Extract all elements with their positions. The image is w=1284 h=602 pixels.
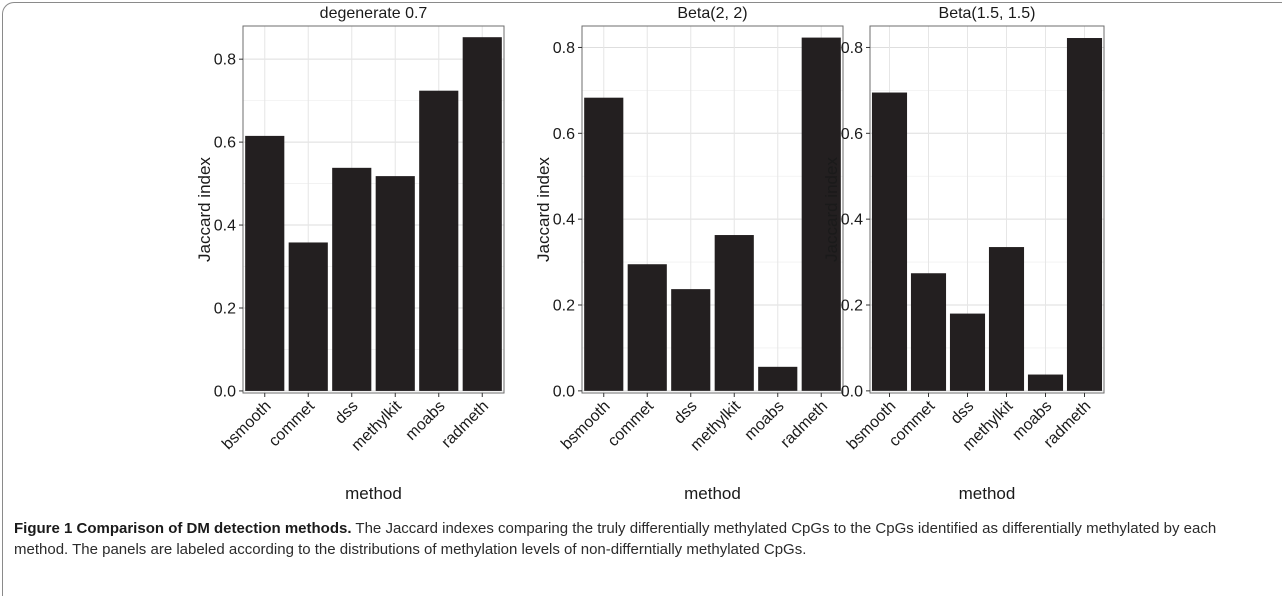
panel-title-2: Beta(1.5, 1.5) [939, 5, 1036, 22]
bar-dss [949, 313, 986, 391]
bar-radmeth [462, 37, 502, 391]
bar-moabs [419, 90, 459, 391]
y-tick-label: 0.0 [841, 383, 863, 400]
x-tick-label: bsmooth [844, 398, 899, 453]
bar-dss [332, 167, 372, 391]
panel-border-1 [581, 25, 844, 394]
bar-commet [288, 242, 328, 391]
panel-area-1 [581, 25, 844, 394]
y-tick-label: 0.6 [841, 126, 863, 143]
y-tick-label: 0.8 [214, 52, 236, 69]
bar-methylkit [714, 235, 754, 391]
bar-commet [627, 264, 667, 391]
y-tick-label: 0.0 [553, 383, 575, 400]
x-axis-label-0: method [345, 484, 402, 503]
bar-radmeth [801, 37, 841, 391]
x-tick-label: commet [266, 397, 319, 450]
bar-bsmooth [871, 92, 908, 391]
x-axis-label-2: method [959, 484, 1016, 503]
y-tick-label: 0.2 [841, 298, 863, 315]
bar-moabs [758, 366, 798, 391]
bar-moabs [1027, 374, 1064, 391]
y-tick-label: 0.4 [214, 218, 236, 235]
panel-area-2 [869, 25, 1105, 394]
y-axis-label-0: Jaccard index [195, 157, 214, 262]
y-tick-label: 0.4 [841, 212, 863, 229]
x-tick-label: radmeth [778, 398, 832, 452]
x-tick-label: commet [605, 397, 658, 450]
caption-title: Figure 1 Comparison of DM detection meth… [14, 520, 352, 537]
x-tick-label: dss [671, 398, 701, 428]
y-tick-label: 0.8 [841, 40, 863, 57]
bar-bsmooth [245, 135, 285, 391]
bar-commet [910, 273, 947, 391]
figure-caption: Figure 1 Comparison of DM detection meth… [14, 518, 1272, 560]
x-tick-label: bsmooth [558, 398, 613, 453]
x-tick-label: bsmooth [219, 398, 274, 453]
caption-text: The Jaccard indexes comparing the truly … [14, 520, 1217, 558]
bar-methylkit [375, 176, 415, 391]
y-tick-label: 0.6 [214, 135, 236, 152]
y-tick-label: 0.2 [214, 300, 236, 317]
x-tick-label: radmeth [439, 398, 493, 452]
x-axis-label-1: method [684, 484, 741, 503]
y-axis-label-1: Jaccard index [534, 157, 553, 262]
panel-title-0: degenerate 0.7 [320, 5, 428, 22]
y-tick-label: 0.4 [553, 212, 575, 229]
y-tick-label: 0.6 [553, 126, 575, 143]
y-axis-label-2: Jaccard index [822, 157, 841, 262]
x-tick-label: dss [948, 398, 978, 428]
y-tick-label: 0.0 [214, 383, 236, 400]
bar-bsmooth [584, 97, 624, 391]
panel-border-0 [242, 25, 505, 394]
figure-charts: degenerate 0.70.00.20.40.60.8bsmoothcomm… [195, 5, 1105, 503]
panel-border-2 [869, 25, 1105, 394]
bar-dss [671, 289, 711, 391]
panel-title-1: Beta(2, 2) [677, 5, 747, 22]
bar-radmeth [1066, 38, 1103, 391]
x-tick-label: dss [332, 398, 362, 428]
panel-area-0 [242, 25, 505, 394]
bar-methylkit [988, 247, 1025, 391]
y-tick-label: 0.2 [553, 298, 575, 315]
y-tick-label: 0.8 [553, 40, 575, 57]
